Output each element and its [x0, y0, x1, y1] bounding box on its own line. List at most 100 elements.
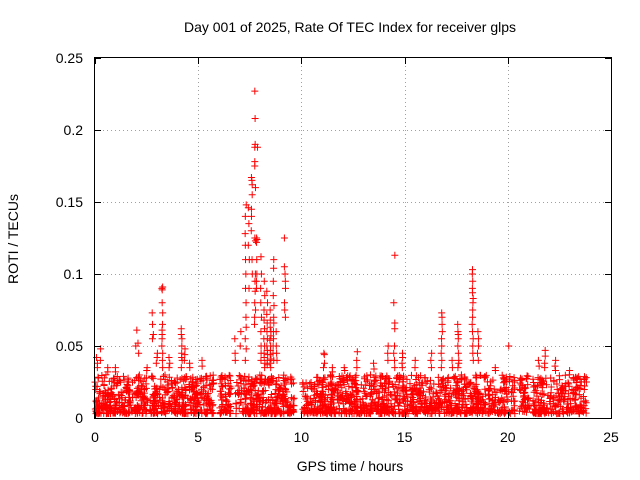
data-point	[403, 397, 411, 405]
data-point	[251, 114, 259, 122]
data-point	[468, 320, 476, 328]
data-point	[391, 364, 399, 372]
data-point	[189, 373, 197, 381]
data-point	[558, 385, 566, 393]
data-point	[534, 374, 542, 382]
data-point	[335, 372, 343, 380]
data-point	[123, 383, 131, 391]
data-point	[384, 349, 392, 357]
data-point	[580, 385, 588, 393]
data-point	[370, 365, 378, 373]
x-axis-label: GPS time / hours	[297, 458, 404, 474]
data-point	[270, 319, 278, 327]
data-point	[400, 394, 408, 402]
data-point	[263, 319, 271, 327]
data-point	[267, 355, 275, 363]
y-tick-label: 0.05	[56, 338, 83, 354]
data-point	[391, 396, 399, 404]
data-point	[96, 388, 104, 396]
data-point	[275, 383, 283, 391]
data-point	[454, 335, 462, 343]
data-point	[120, 376, 128, 384]
data-point	[243, 404, 251, 412]
data-point	[462, 400, 470, 408]
data-point	[474, 335, 482, 343]
data-point	[232, 390, 239, 398]
data-point	[270, 302, 278, 310]
data-point	[469, 277, 477, 285]
data-point	[434, 395, 442, 403]
data-point	[111, 395, 119, 403]
data-point	[226, 372, 234, 380]
data-point	[242, 345, 250, 353]
data-point	[338, 393, 346, 401]
data-point	[339, 378, 347, 386]
data-point	[281, 306, 289, 314]
data-point	[517, 387, 525, 395]
data-point	[382, 380, 390, 388]
data-point	[287, 408, 295, 416]
data-point	[375, 389, 383, 397]
data-point	[524, 403, 532, 411]
data-point	[476, 371, 484, 379]
data-point	[244, 405, 252, 413]
data-point	[371, 377, 379, 385]
data-point	[503, 377, 511, 385]
data-point	[177, 364, 185, 372]
data-point	[438, 328, 446, 336]
data-point	[370, 381, 378, 389]
data-point	[264, 299, 272, 307]
data-point	[520, 385, 528, 393]
data-point	[227, 384, 235, 392]
data-point	[570, 374, 578, 382]
data-point	[582, 378, 590, 386]
data-point	[500, 385, 508, 393]
y-axis-label: ROTI / TECUs	[5, 194, 21, 284]
data-point	[196, 406, 204, 414]
data-point	[148, 335, 156, 343]
data-point	[247, 227, 255, 235]
data-point	[153, 354, 161, 362]
data-point	[110, 382, 118, 390]
data-point	[540, 399, 548, 407]
data-point	[389, 383, 397, 391]
data-point	[193, 375, 201, 383]
data-point	[485, 409, 493, 417]
data-point	[158, 394, 166, 402]
data-point	[422, 399, 430, 407]
data-point	[498, 404, 506, 412]
data-point	[356, 410, 364, 418]
data-point	[299, 388, 307, 396]
data-point	[379, 383, 387, 391]
data-point	[418, 403, 426, 411]
y-tick-label: 0.2	[64, 122, 84, 138]
data-point	[388, 403, 396, 411]
data-point	[173, 387, 181, 395]
data-point	[134, 374, 142, 382]
data-point	[180, 406, 188, 414]
data-point	[224, 379, 232, 387]
data-point	[535, 362, 543, 370]
data-point	[221, 373, 229, 381]
data-point	[408, 391, 416, 399]
data-point	[474, 349, 482, 357]
data-point	[563, 400, 571, 408]
data-point	[124, 382, 132, 390]
data-point	[254, 391, 262, 399]
data-point	[129, 390, 137, 398]
data-point	[273, 406, 281, 414]
data-point	[551, 362, 559, 370]
data-point	[365, 382, 373, 390]
data-point	[251, 299, 259, 307]
data-point	[317, 390, 325, 398]
data-point	[258, 408, 266, 416]
data-point	[126, 393, 134, 401]
data-point	[529, 397, 537, 405]
data-point	[277, 382, 285, 390]
data-point	[290, 402, 298, 410]
data-point	[444, 375, 452, 383]
data-point	[538, 376, 546, 384]
data-point	[407, 371, 415, 379]
data-point	[456, 375, 464, 383]
